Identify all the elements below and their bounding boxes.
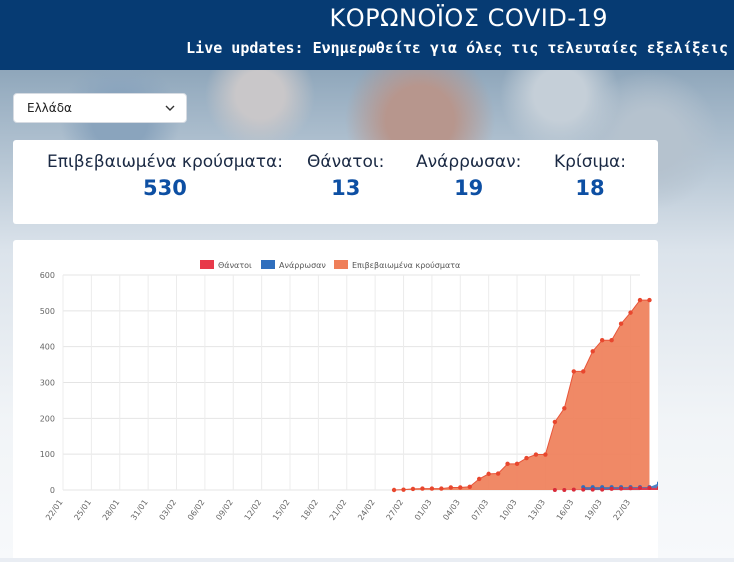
confirmed-point [391,487,397,493]
y-tick-label: 100 [40,450,55,459]
confirmed-point [410,486,416,492]
deaths-point [552,488,557,492]
x-tick-label: 22/03 [612,498,633,522]
deaths-point [581,487,586,492]
stat-deaths: Θάνατοι: 13 [307,152,384,200]
stat-recovered-label: Ανάρρωσαν: [416,152,522,172]
confirmed-point [524,455,529,461]
confirmed-point [533,452,539,457]
confirmed-point [486,471,491,477]
y-tick-label: 200 [40,414,55,423]
stats-panel: Επιβεβαιωμένα κρούσματα: 530 Θάνατοι: 13… [13,140,658,224]
confirmed-point [476,476,482,482]
confirmed-point [458,485,463,490]
confirmed-point [562,406,567,411]
x-tick-label: 12/02 [243,498,264,522]
x-tick-label: 01/03 [413,498,434,522]
confirmed-point [467,484,472,489]
x-tick-label: 24/02 [356,498,377,522]
confirmed-point [609,338,614,343]
legend-label: Ανάρρωσαν [279,261,326,270]
confirmed-point [401,487,406,492]
page-title: ΚΟΡΩΝΟΪΟΣ COVID-19 [329,4,608,32]
y-tick-label: 0 [50,486,55,495]
x-tick-label: 06/02 [186,498,207,522]
x-tick-label: 31/01 [129,498,150,522]
x-tick-label: 13/03 [526,498,547,522]
deaths-area [554,485,678,490]
deaths-point [600,487,605,492]
deaths-point [619,486,624,491]
confirmed-point [543,452,548,457]
x-tick-label: 19/03 [583,498,604,522]
stat-deaths-value: 13 [331,176,361,200]
confirmed-line [394,299,650,491]
deaths-point [609,486,614,491]
stat-recovered: Ανάρρωσαν: 19 [416,152,521,200]
page-subtitle: Live updates: Ενημερωθείτε για όλες τις … [186,39,728,57]
x-tick-label: 03/02 [158,498,179,522]
x-tick-label: 28/01 [101,498,122,522]
x-tick-label: 25/01 [72,498,93,522]
stat-deaths-label: Θάνατοι: [307,152,385,172]
confirmed-point [439,486,444,491]
confirmed-point [590,349,595,354]
confirmed-point [637,297,643,303]
confirmed-point [429,486,435,491]
stat-confirmed: Επιβεβαιωμένα κρούσματα: 530 [47,152,283,200]
confirmed-point [618,321,624,326]
confirmed-point [552,419,558,425]
x-tick-label: 18/02 [299,498,320,522]
confirmed-point [599,338,605,343]
x-tick-label: 22/01 [44,498,65,522]
legend-swatch [200,260,214,269]
country-select[interactable]: Ελλάδα [13,93,187,123]
confirmed-point [505,461,510,467]
deaths-point [571,487,576,492]
stat-critical-label: Κρίσιμα: [554,152,626,172]
confirmed-point [420,486,425,491]
confirmed-point [647,297,652,303]
legend-label: Επιβεβαιωμένα κρούσματα [352,260,460,270]
y-tick-label: 600 [40,271,55,280]
y-tick-label: 400 [40,343,55,352]
deaths-point [562,488,567,492]
x-tick-label: 16/03 [555,498,576,522]
confirmed-point [571,369,576,374]
confirmed-point [514,461,520,467]
y-tick-label: 500 [40,307,55,316]
x-tick-label: 21/02 [328,498,349,522]
stat-critical: Κρίσιμα: 18 [554,152,626,200]
deaths-point [647,485,652,490]
chevron-down-icon [165,105,175,111]
x-tick-label: 04/03 [441,498,462,522]
x-tick-label: 10/03 [498,498,519,522]
x-tick-label: 07/03 [470,498,491,522]
deaths-point [638,485,642,490]
deaths-point [628,486,633,491]
legend-swatch [334,260,348,269]
x-tick-label: 09/02 [214,498,235,522]
cases-chart: Θάνατοι Ανάρρωσαν Επιβεβαιωμένα κρούσματα 0… [40,260,680,522]
deaths-point [590,487,595,492]
stat-confirmed-label: Επιβεβαιωμένα κρούσματα: [47,152,283,172]
confirmed-point [448,485,454,490]
page-header: ΚΟΡΩΝΟΪΟΣ COVID-19 Live updates: Ενημερω… [0,0,734,70]
country-select-value: Ελλάδα [27,101,72,115]
chart-panel: Θάνατοι Ανάρρωσαν Επιβεβαιωμένα κρούσματα 0… [13,240,680,558]
legend-label: Θάνατοι [218,261,252,270]
stat-recovered-value: 19 [454,176,484,200]
x-tick-label: 27/02 [385,498,406,522]
confirmed-point [495,471,501,476]
legend-swatch [261,260,275,269]
confirmed-point [628,310,633,315]
stat-confirmed-value: 530 [143,176,187,200]
stat-critical-value: 18 [575,176,605,200]
y-tick-label: 300 [40,379,55,388]
confirmed-area [394,300,650,490]
confirmed-point [581,369,586,374]
x-tick-label: 15/02 [271,498,292,522]
